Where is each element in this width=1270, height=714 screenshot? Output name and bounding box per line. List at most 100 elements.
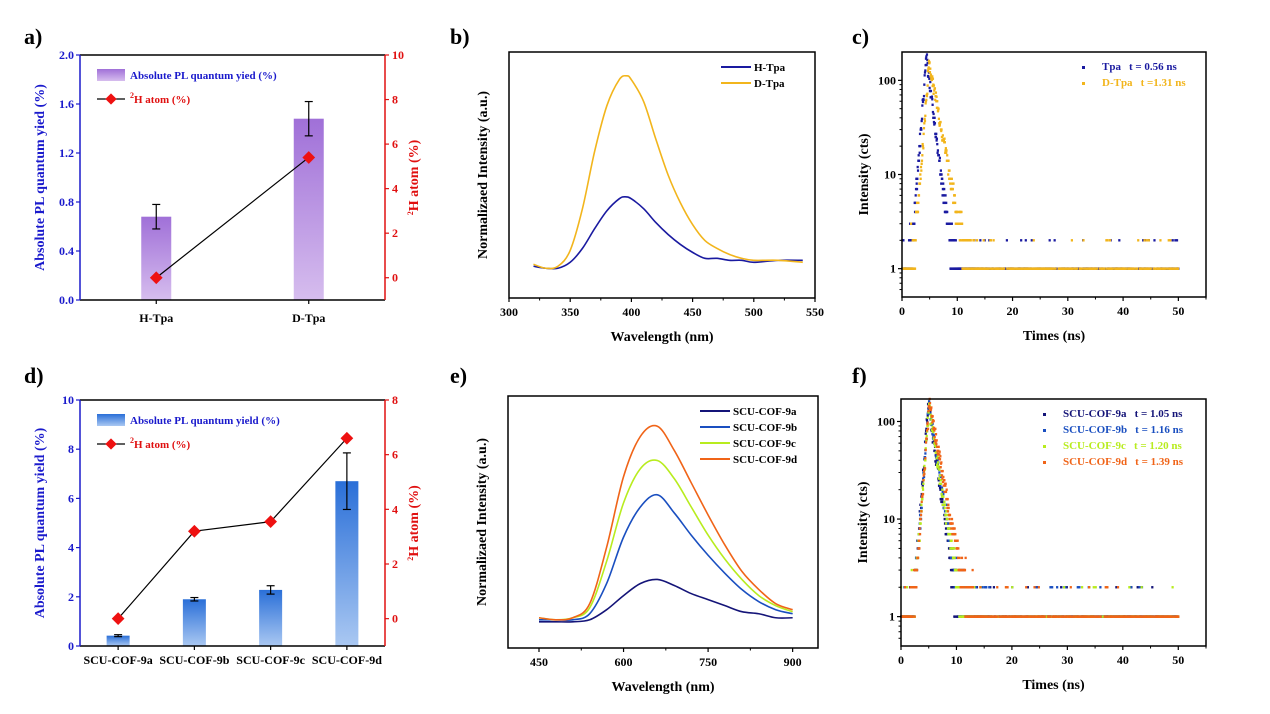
- data-point: [1005, 239, 1008, 242]
- data-point: [995, 615, 999, 618]
- data-point: [948, 532, 951, 536]
- data-point: [938, 450, 941, 453]
- data-point: [920, 117, 924, 121]
- data-point: [935, 445, 939, 449]
- data-point: [1176, 267, 1180, 270]
- data-point: [943, 500, 946, 504]
- legend-swatch: [1043, 445, 1046, 448]
- data-point: [960, 556, 964, 560]
- data-point: [946, 210, 949, 214]
- data-point: [921, 144, 925, 148]
- data-point: [931, 77, 935, 80]
- data-point: [946, 510, 950, 513]
- data-point: [909, 239, 912, 242]
- data-point: [941, 469, 944, 473]
- data-point: [924, 69, 927, 72]
- data-point: [987, 267, 990, 270]
- x-tick-label: D-Tpa: [292, 311, 325, 325]
- data-point: [1128, 586, 1131, 589]
- data-point: [927, 409, 930, 413]
- data-point: [909, 222, 913, 225]
- data-point: [938, 468, 941, 471]
- data-point: [944, 513, 947, 517]
- data-point: [946, 497, 949, 501]
- legend-label: SCU-COF-9a t = 1.05 ns: [1063, 408, 1183, 420]
- legend-swatch-marker: [105, 438, 117, 450]
- data-point: [934, 98, 937, 102]
- series-points-tpa: [901, 53, 1180, 270]
- legend-swatch: [1082, 66, 1085, 69]
- data-point: [958, 222, 961, 225]
- data-point: [924, 452, 927, 455]
- data-point: [924, 432, 927, 435]
- data-point: [918, 547, 921, 550]
- data-point: [913, 267, 917, 270]
- data-point: [919, 513, 923, 517]
- data-point: [934, 433, 938, 436]
- data-point: [1137, 239, 1140, 242]
- y-tick-label-right: 4: [392, 182, 398, 196]
- data-point: [926, 422, 929, 426]
- data-point: [1098, 267, 1102, 270]
- data-point: [921, 486, 924, 489]
- data-point: [948, 527, 952, 530]
- data-point: [1004, 586, 1008, 589]
- data-point: [957, 586, 961, 589]
- data-point: [947, 522, 950, 525]
- data-point: [941, 194, 944, 197]
- y-axis-label-left: Absolute PL quantum yield (%): [33, 427, 48, 618]
- data-point: [915, 568, 919, 572]
- x-tick-label: 750: [699, 655, 717, 669]
- data-point: [925, 53, 929, 56]
- data-point: [942, 492, 945, 496]
- data-point: [979, 586, 982, 589]
- data-point: [921, 484, 924, 487]
- data-point: [939, 455, 942, 458]
- data-point: [923, 117, 926, 121]
- data-point: [1026, 586, 1029, 589]
- data-point: [1116, 586, 1120, 589]
- data-point: [1149, 267, 1152, 270]
- data-point: [938, 474, 942, 477]
- data-point: [1065, 615, 1068, 618]
- data-point: [925, 419, 929, 422]
- series-line-h-atom: [155, 156, 310, 279]
- data-point: [1138, 586, 1141, 589]
- data-point: [940, 173, 943, 176]
- data-point: [922, 475, 926, 479]
- data-point: [1161, 267, 1164, 270]
- data-point: [954, 239, 957, 242]
- data-point: [1003, 267, 1006, 270]
- data-point: [914, 201, 917, 205]
- data-point: [946, 517, 949, 521]
- data-point: [1065, 267, 1068, 270]
- data-point: [942, 139, 945, 142]
- x-axis-label: Wavelength (nm): [611, 680, 714, 695]
- data-point: [932, 419, 935, 423]
- data-point: [923, 74, 926, 77]
- data-point: [1043, 615, 1046, 618]
- data-point: [943, 510, 947, 513]
- data-point: [988, 267, 991, 270]
- data-point: [921, 480, 924, 484]
- data-point: [944, 482, 947, 485]
- y-tick-label-right: 6: [392, 448, 398, 462]
- chart-panel-b: 300 350 400 450 500 550 Wavelength (nm) Normali…: [476, 51, 824, 345]
- data-point: [940, 461, 943, 464]
- data-point: [1013, 267, 1016, 270]
- data-point: [960, 239, 963, 242]
- data-point: [1099, 586, 1102, 589]
- data-point: [935, 439, 938, 442]
- legend-swatch: [1043, 413, 1046, 416]
- data-point: [942, 194, 945, 197]
- y-tick-label-right: 8: [392, 393, 398, 407]
- data-point: [935, 132, 938, 136]
- data-point: [916, 556, 920, 560]
- data-point: [923, 467, 927, 470]
- data-point: [920, 506, 923, 510]
- data-point: [911, 239, 914, 242]
- data-point: [917, 532, 920, 536]
- data-point: [937, 477, 941, 480]
- data-point: [1106, 615, 1110, 618]
- data-point: [924, 441, 928, 444]
